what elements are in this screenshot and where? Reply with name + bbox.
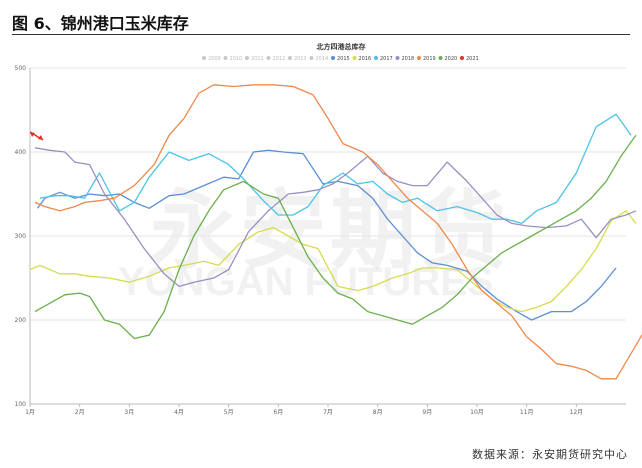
x-axis: 1月 2月 3月 4月 5月 6月 7月 8月 9月 10月 11月 12月 bbox=[25, 403, 626, 416]
legend-item-2020: 2020 bbox=[438, 56, 458, 62]
legend-marker bbox=[223, 56, 228, 60]
legend-label: 2021 bbox=[466, 56, 479, 62]
legend-marker bbox=[245, 56, 249, 60]
x-tick-label: 1月 bbox=[25, 409, 35, 416]
series-line-2016 bbox=[29, 210, 637, 313]
legend-label: 2010 bbox=[230, 56, 243, 62]
chart-series bbox=[29, 84, 642, 380]
legend-item-2021: 2021 bbox=[460, 56, 479, 62]
series-line-2018 bbox=[34, 147, 637, 288]
series-line-2020 bbox=[34, 134, 637, 340]
x-tick-label: 8月 bbox=[373, 409, 383, 416]
series-line-2019 bbox=[34, 84, 642, 380]
legend-marker bbox=[288, 56, 292, 60]
x-tick-label: 2月 bbox=[75, 409, 85, 416]
series-line-2017 bbox=[39, 113, 632, 225]
legend-marker bbox=[266, 56, 271, 60]
legend-label: 2020 bbox=[445, 56, 458, 62]
legend-marker bbox=[309, 56, 314, 60]
y-axis: 100 200 300 400 500 bbox=[15, 65, 31, 408]
x-tick-label: 6月 bbox=[273, 409, 283, 416]
x-tick-label: 3月 bbox=[124, 409, 134, 416]
legend-label: 2017 bbox=[380, 56, 393, 62]
legend-item-2019: 2019 bbox=[417, 56, 436, 62]
legend-label: 2009 bbox=[208, 56, 221, 62]
series-line-2015 bbox=[36, 149, 617, 321]
x-tick-label: 4月 bbox=[174, 409, 184, 416]
y-tick-label: 300 bbox=[15, 233, 27, 240]
legend-item-2018: 2018 bbox=[395, 56, 415, 62]
legend-item-2009: 2009 bbox=[202, 56, 221, 62]
x-tick-label: 7月 bbox=[323, 409, 333, 416]
title-underline bbox=[12, 34, 630, 35]
legend-marker bbox=[417, 56, 421, 60]
legend-marker bbox=[352, 56, 357, 60]
legend-marker bbox=[460, 56, 464, 60]
x-tick-label: 11月 bbox=[520, 409, 534, 416]
legend-label: 2011 bbox=[251, 56, 264, 62]
x-tick-label: 12月 bbox=[570, 409, 584, 416]
figure-title: 图 6、锦州港口玉米库存 bbox=[12, 14, 189, 33]
legend-label: 2015 bbox=[337, 56, 350, 62]
legend-label: 2019 bbox=[423, 56, 436, 62]
x-tick-label: 10月 bbox=[470, 409, 484, 416]
legend-marker bbox=[202, 56, 206, 60]
legend-marker bbox=[331, 56, 335, 60]
legend-item-2010: 2010 bbox=[223, 56, 243, 62]
y-tick-label: 400 bbox=[15, 149, 27, 156]
legend-marker bbox=[395, 56, 400, 60]
legend-item-2013: 2013 bbox=[288, 56, 307, 62]
red-arrow-annotation bbox=[29, 131, 44, 141]
legend-item-2012: 2012 bbox=[266, 56, 286, 62]
legend-marker bbox=[374, 56, 378, 60]
legend-label: 2014 bbox=[316, 56, 329, 62]
legend-item-2017: 2017 bbox=[374, 56, 393, 62]
legend-label: 2018 bbox=[402, 56, 415, 62]
y-tick-label: 200 bbox=[15, 317, 27, 324]
legend-label: 2016 bbox=[359, 56, 372, 62]
source-note: 数据来源：永安期货研究中心 bbox=[472, 448, 628, 461]
legend-item-2015: 2015 bbox=[331, 56, 350, 62]
legend-item-2011: 2011 bbox=[245, 56, 264, 62]
x-tick-label: 5月 bbox=[224, 409, 234, 416]
legend-marker bbox=[438, 56, 443, 60]
legend-item-2014: 2014 bbox=[309, 56, 329, 62]
y-tick-label: 500 bbox=[15, 65, 27, 72]
chart-title: 北方四港总库存 bbox=[317, 42, 366, 51]
chart-legend: 2009 2010 2011 2012 2013 2014 2015 2016 2017 2018… bbox=[202, 56, 479, 62]
y-tick-label: 100 bbox=[15, 401, 27, 408]
legend-label: 2013 bbox=[294, 56, 307, 62]
x-tick-label: 9月 bbox=[422, 409, 432, 416]
legend-label: 2012 bbox=[273, 56, 286, 62]
legend-item-2016: 2016 bbox=[352, 56, 372, 62]
